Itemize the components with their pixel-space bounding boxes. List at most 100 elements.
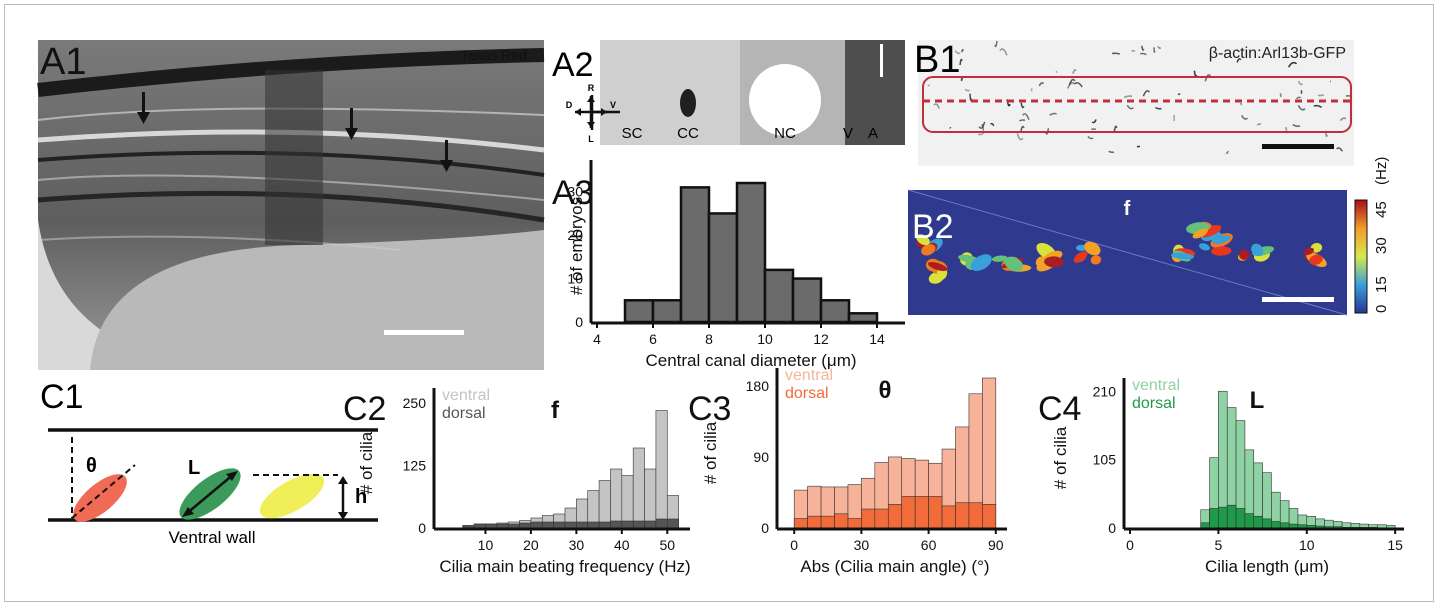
bar-count [847, 312, 879, 324]
panel-label-b1: B1 [914, 39, 960, 81]
a1-scale-bar [384, 330, 464, 335]
cilium-stroke [1112, 52, 1120, 55]
bar-count [735, 181, 767, 324]
cilium-stroke [969, 93, 973, 101]
cilium-blob [1084, 241, 1101, 256]
cilium-blob [1309, 254, 1323, 266]
chart-c4: 0 5 10 15 0 105 210 Cilia length (μm) # of cilia… [1038, 377, 1404, 576]
cilium-blob [1213, 235, 1231, 245]
bar-dorsal [632, 520, 645, 529]
b1-roi-outline [922, 76, 1352, 133]
y-tick-label: 210 [1093, 383, 1117, 399]
bar-count [679, 186, 711, 324]
bar-dorsal [1244, 513, 1255, 529]
cilium-blob [991, 255, 1008, 262]
x-tick-label: 60 [921, 537, 937, 553]
cilium-stroke [1256, 123, 1262, 126]
a1-stain-label: Texas Red [461, 47, 527, 63]
x-axis-label: Central canal diameter (μm) [645, 351, 856, 370]
cilium-blob [1303, 247, 1314, 256]
cilium-stroke [1022, 113, 1030, 121]
x-tick-label: 12 [813, 331, 829, 347]
arrow-up-icon [338, 476, 348, 484]
bar-dorsal [807, 515, 822, 529]
cilium-blob [970, 254, 992, 271]
cilium-stroke [1049, 112, 1057, 116]
cilium-blob [1171, 252, 1195, 260]
cilium-stroke [981, 123, 985, 131]
cilium-stroke [1068, 78, 1076, 86]
compass-left-label: D [566, 100, 573, 110]
bar-dorsal [1288, 523, 1299, 529]
panel-b2: f B2 0 15 30 45 (Hz) [907, 157, 1390, 316]
cilium-stroke [959, 58, 963, 66]
bar-dorsal [576, 521, 589, 529]
panel-label: C4 [1038, 390, 1081, 428]
cilium-stroke [1074, 82, 1083, 88]
bar-dorsal [644, 520, 657, 529]
cilium-blob [1192, 228, 1208, 239]
y-tick-label: 0 [1108, 520, 1116, 536]
legend-entry: dorsal [1132, 395, 1176, 412]
y-tick-label: 0 [761, 520, 769, 536]
x-tick-label: 0 [790, 537, 798, 553]
c1-length-line [185, 473, 235, 515]
cilium-stroke [954, 50, 961, 55]
bar-dorsal [598, 521, 611, 529]
bar-dorsal [1209, 508, 1219, 529]
x-tick-label: 30 [569, 537, 585, 553]
cilium-stroke [1236, 58, 1242, 63]
a2-spinal-cord-region [600, 40, 740, 145]
bar-ventral [610, 468, 623, 529]
arrow-down-left-icon [182, 507, 194, 517]
c1-length: L [188, 457, 200, 479]
arrow-down-icon [137, 92, 150, 124]
bar-dorsal [1218, 506, 1228, 529]
y-axis-label: # of cilia [1051, 426, 1070, 489]
cilium-blob [1211, 246, 1232, 256]
cilium-stroke [1020, 102, 1025, 109]
cilium-stroke [990, 122, 995, 127]
cilium-blob [1073, 251, 1088, 263]
cilium-stroke [994, 40, 998, 48]
panel-label-a1: A1 [40, 41, 86, 83]
cilium-stroke [1072, 69, 1077, 74]
bar-dorsal [834, 513, 849, 529]
cilium-stroke [1091, 119, 1097, 124]
x-tick-label: 6 [649, 331, 657, 347]
cilium-stroke [1019, 119, 1026, 122]
cilium-blob [1004, 256, 1024, 272]
x-tick-label: 15 [1387, 537, 1403, 553]
cilium-stroke [961, 48, 965, 53]
bar-dorsal [473, 523, 486, 529]
x-tick-label: 50 [659, 537, 675, 553]
chart-c3: 0 30 60 90 0 90 180 Abs (Cilia main angle) (°) #… [688, 367, 1007, 576]
cilium-stroke [1141, 45, 1145, 51]
b1-scale-bar [1262, 144, 1334, 149]
cilium-stroke [1241, 114, 1249, 120]
cilium-stroke [1045, 128, 1050, 135]
panel-label-a2: A2 [552, 46, 594, 84]
chart-a3: 4 6 8 10 12 14 0 10 20 30 Central canal diameter (… [552, 160, 905, 370]
cilium-stroke [927, 84, 930, 87]
y-tick-label: 250 [403, 395, 427, 411]
bar-dorsal [485, 523, 498, 529]
cilium-stroke [1136, 145, 1141, 148]
x-axis-label: Cilia length (μm) [1205, 557, 1329, 576]
bar-dorsal [1262, 518, 1272, 529]
legend-entry: ventral [1132, 377, 1180, 394]
b2-colorbar-ticks: 0 15 30 45 (Hz) [1373, 157, 1390, 313]
x-tick-label: 30 [854, 537, 870, 553]
bar-dorsal [1200, 522, 1210, 529]
y-tick-label: 0 [575, 314, 583, 330]
a2-central-canal [680, 89, 696, 117]
y-axis-label: # of cilia [701, 421, 720, 484]
compass-top-label: R [588, 83, 595, 93]
bar-dorsal [621, 520, 634, 529]
cilium-stroke [1113, 125, 1118, 133]
x-tick-label: 10 [757, 331, 773, 347]
a2-vessel-region [845, 40, 905, 145]
cilium-stroke [964, 88, 970, 92]
bar-dorsal [1279, 522, 1290, 529]
cilium-stroke [1297, 80, 1304, 86]
